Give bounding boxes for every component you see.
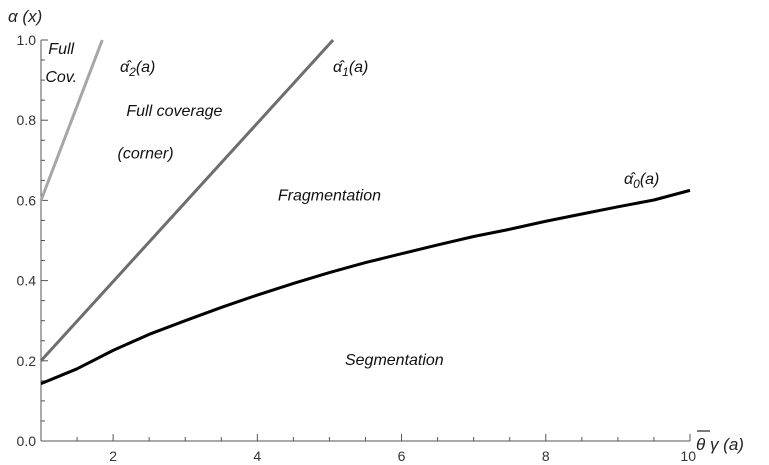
- series-line-0: [40, 188, 691, 386]
- region-annotation: Fragmentation: [278, 187, 381, 204]
- x-axis-label: θ γ (a): [696, 435, 744, 454]
- y-tick-label: 0.0: [17, 433, 37, 449]
- curve-label-0: α̂0(a): [624, 171, 659, 191]
- y-tick-label: 0.6: [17, 192, 37, 208]
- x-tick-label: 8: [542, 448, 550, 464]
- y-tick-label: 1.0: [17, 32, 37, 48]
- y-tick-label: 0.2: [17, 353, 37, 369]
- y-axis-label: α (x): [8, 7, 42, 26]
- x-tick-label: 2: [109, 448, 117, 464]
- region-annotation: Full coverage: [126, 103, 222, 120]
- y-tick-label: 0.8: [17, 112, 37, 128]
- series-line-1: [39, 38, 335, 362]
- curve-label-2: α̂2(a): [120, 59, 155, 79]
- y-tick-label: 0.4: [17, 273, 37, 289]
- x-tick-label: 6: [398, 448, 406, 464]
- region-annotation: Segmentation: [345, 352, 444, 369]
- axes: 2 4 6 8 10 0.0 0.2 0.4 0.6 0.8 1.0: [17, 32, 697, 464]
- curve-label-1: α̂1(a): [333, 59, 368, 79]
- x-tick-label: 4: [253, 448, 261, 464]
- region-annotation: Full: [48, 41, 74, 58]
- labels-layer: α (x) θ γ (a) α̂0(a) α̂1(a) α̂2(a) Full Cov. Fu…: [8, 7, 744, 454]
- series-line-2: [39, 39, 104, 201]
- region-annotation: Cov.: [45, 69, 77, 86]
- series-layer: [39, 38, 691, 386]
- region-annotation: (corner): [118, 145, 174, 162]
- x-tick-label: 10: [680, 448, 696, 464]
